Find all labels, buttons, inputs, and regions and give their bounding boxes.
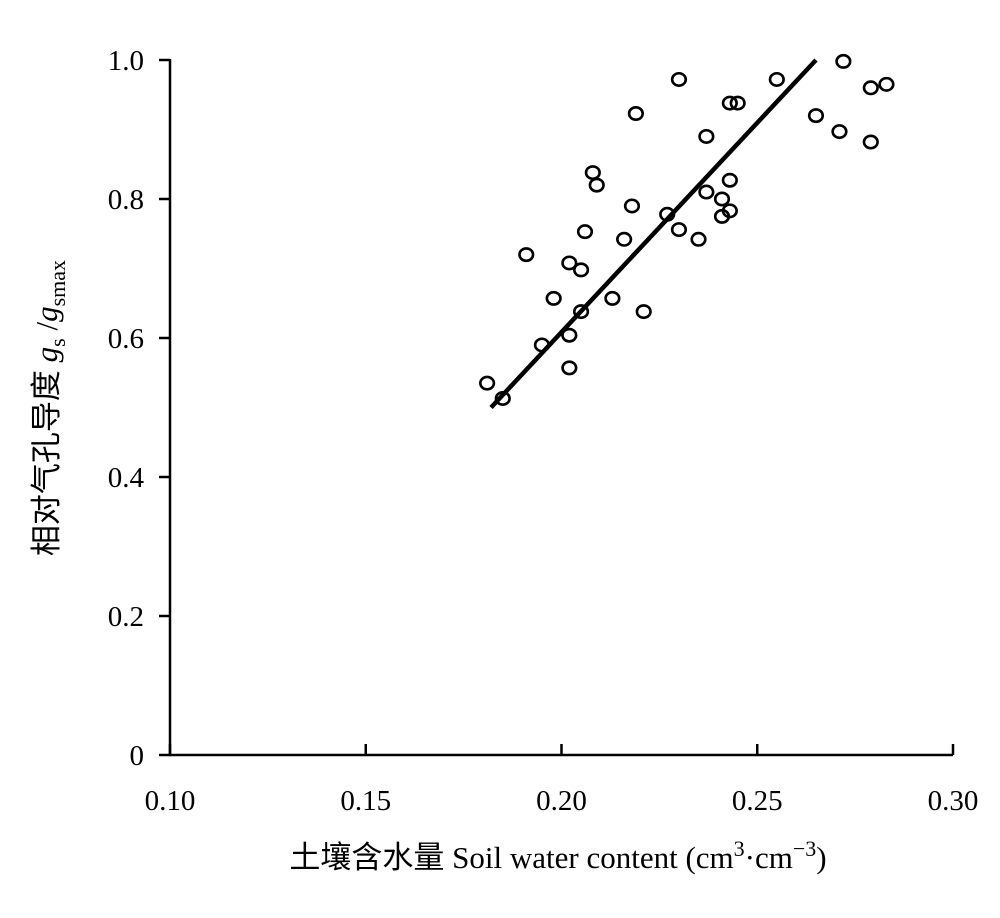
y-tick-label: 1.0 [108, 45, 144, 77]
data-point [561, 255, 578, 271]
data-point [835, 53, 852, 69]
y-ticks: 0 0.2 0.4 0.6 0.8 1.0 [108, 45, 170, 772]
data-point [698, 128, 715, 144]
data-point [721, 203, 738, 219]
x-axis-unit-open: (cm [685, 840, 733, 875]
x-ticks: 0.10 0.15 0.20 0.25 0.30 [145, 744, 979, 817]
y-axis-sub2: smax [45, 260, 70, 306]
x-tick-label: 0.10 [145, 785, 196, 817]
data-point [807, 108, 825, 124]
data-point [572, 262, 590, 278]
data-point [479, 375, 496, 391]
axes [168, 59, 953, 757]
y-tick-label: 0 [130, 740, 145, 772]
data-point [862, 80, 879, 96]
x-tick-label: 0.20 [536, 785, 587, 817]
x-axis-title-cn: 土壤含水量 [289, 840, 444, 875]
x-axis-title-en: Soil water content [452, 840, 678, 875]
x-axis-unit-sup1: 3 [734, 836, 745, 861]
data-point [572, 304, 590, 320]
data-point [604, 290, 621, 306]
x-tick-label: 0.25 [732, 785, 783, 817]
y-axis-sub1: s [45, 338, 70, 347]
x-tick-label: 0.15 [340, 785, 391, 817]
y-axis-g2: g [29, 306, 64, 322]
data-point [533, 337, 551, 353]
data-point [561, 327, 578, 343]
data-point [561, 360, 578, 376]
data-point [670, 71, 688, 87]
data-point [616, 231, 633, 247]
data-point [584, 165, 601, 181]
data-point [576, 224, 594, 240]
data-point [623, 198, 641, 214]
y-tick-label: 0.4 [108, 462, 145, 494]
data-point [729, 95, 746, 111]
y-axis-slash: / [29, 322, 64, 339]
data-point [518, 247, 535, 263]
data-point [670, 222, 688, 238]
data-point [545, 290, 562, 306]
y-tick-label: 0.6 [108, 323, 144, 355]
x-axis-unit-sup2: −3 [793, 836, 816, 861]
y-tick-label: 0.2 [108, 601, 144, 633]
x-axis-unit-mid: ·cm [745, 840, 793, 875]
data-point [713, 191, 731, 207]
y-axis-g1: g [29, 347, 64, 363]
data-point [659, 206, 676, 222]
data-points [479, 53, 895, 406]
y-axis-title: 相对气孔导度 gs /gsmax [29, 260, 70, 556]
x-tick-label: 0.30 [928, 785, 979, 817]
fit-line [489, 58, 818, 410]
data-point [721, 95, 738, 111]
data-point [862, 134, 879, 150]
data-point [768, 71, 785, 87]
y-tick-label: 0.8 [108, 184, 144, 216]
x-axis-title: 土壤含水量 Soil water content (cm3·cm−3) [289, 836, 826, 875]
data-point [690, 231, 707, 247]
data-point [627, 106, 644, 122]
data-point [721, 172, 738, 188]
y-axis-title-cn: 相对气孔导度 [29, 370, 64, 556]
data-point [494, 390, 511, 406]
fit-line-group [489, 58, 818, 410]
data-point [635, 304, 652, 320]
data-point [831, 124, 848, 140]
data-point [878, 76, 895, 92]
data-point [698, 184, 715, 200]
data-point [588, 177, 605, 193]
x-axis-unit-close: ) [816, 840, 826, 875]
